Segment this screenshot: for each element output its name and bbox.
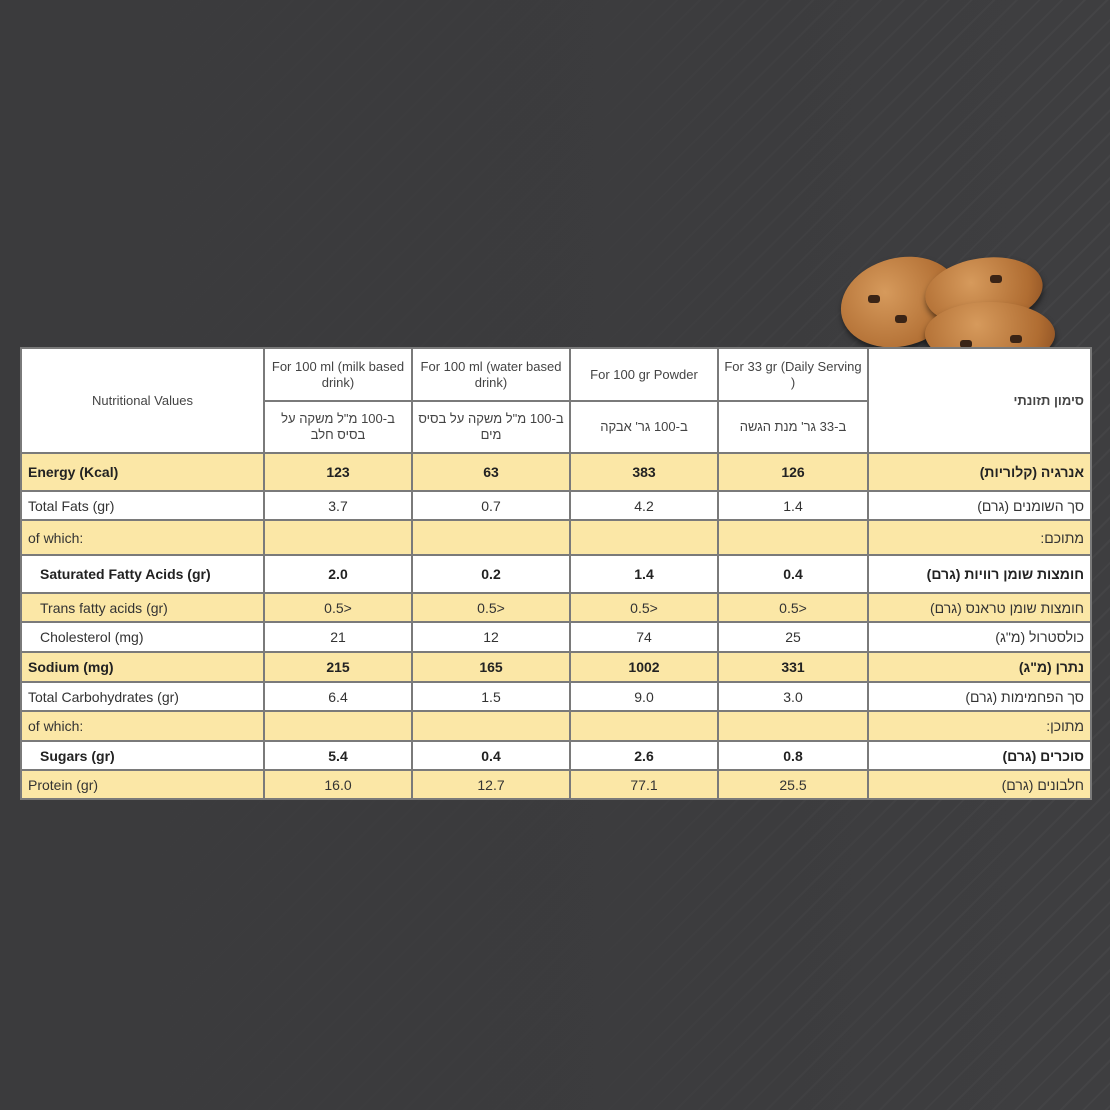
col-header-he: ב-33 גר' מנת הגשה (717, 400, 869, 454)
row-label-he: סך השומנים (גרם) (867, 490, 1092, 521)
row-value: 215 (263, 651, 413, 683)
row-value: 165 (411, 651, 571, 683)
row-value: 0.8 (717, 740, 869, 771)
hebrew-title: סימון תזונתי (867, 347, 1092, 454)
table-row: Protein (gr) 16.0 12.7 77.1 25.5 חלבונים (גרם… (20, 769, 1092, 800)
col-header-he: ב-100 גר' אבקה (569, 400, 719, 454)
row-value: 77.1 (569, 769, 719, 800)
row-value: 12.7 (411, 769, 571, 800)
table-row: Cholesterol (mg) 21 12 74 25 כולסטרול (מ"ג) (20, 621, 1092, 653)
table-row: Trans fatty acids (gr) 0.5> 0.5> 0.5> 0.5> חו… (20, 592, 1092, 623)
row-value: 1.5 (411, 681, 571, 712)
row-value: 331 (717, 651, 869, 683)
row-label-en: Total Carbohydrates (gr) (20, 681, 265, 712)
row-label-en: Protein (gr) (20, 769, 265, 800)
row-value: 0.5> (411, 592, 571, 623)
row-label-en: Sugars (gr) (20, 740, 265, 771)
row-label-en: Energy (Kcal) (20, 452, 265, 492)
row-value: 4.2 (569, 490, 719, 521)
row-value (263, 519, 413, 556)
row-value: 123 (263, 452, 413, 492)
row-value: 0.5> (569, 592, 719, 623)
row-value: 0.4 (411, 740, 571, 771)
row-label-he: כולסטרול (מ"ג) (867, 621, 1092, 653)
row-label-he: נתרן (מ"ג) (867, 651, 1092, 683)
row-label-he: חלבונים (גרם) (867, 769, 1092, 800)
row-label-en: Trans fatty acids (gr) (20, 592, 265, 623)
row-value (569, 519, 719, 556)
row-label-en: of which: (20, 519, 265, 556)
row-value: 2.0 (263, 554, 413, 594)
row-label-he: אנרגיה (קלוריות) (867, 452, 1092, 492)
english-title: Nutritional Values (20, 347, 265, 454)
table-row: Sugars (gr) 5.4 0.4 2.6 0.8 סוכרים (גרם) (20, 740, 1092, 771)
row-value: 21 (263, 621, 413, 653)
row-value: 1.4 (717, 490, 869, 521)
row-value: 383 (569, 452, 719, 492)
row-label-en: Sodium (mg) (20, 651, 265, 683)
row-value: 0.5> (263, 592, 413, 623)
row-label-he: חומצות שומן רוויות (גרם) (867, 554, 1092, 594)
row-value: 126 (717, 452, 869, 492)
row-label-he: חומצות שומן טראנס (גרם) (867, 592, 1092, 623)
row-value: 0.7 (411, 490, 571, 521)
row-value: 25 (717, 621, 869, 653)
row-label-he: סוכרים (גרם) (867, 740, 1092, 771)
col-header-en: For 33 gr (Daily Serving ) (717, 347, 869, 402)
table-row: Energy (Kcal) 123 63 383 126 אנרגיה (קלוריות) (20, 452, 1092, 492)
table-row: of which: מתוכם: (20, 519, 1092, 556)
row-value: 63 (411, 452, 571, 492)
row-value (717, 519, 869, 556)
row-value: 2.6 (569, 740, 719, 771)
row-value (717, 710, 869, 742)
row-value: 25.5 (717, 769, 869, 800)
row-value: 1.4 (569, 554, 719, 594)
row-label-en: Cholesterol (mg) (20, 621, 265, 653)
row-value: 3.0 (717, 681, 869, 712)
table-row: Total Fats (gr) 3.7 0.7 4.2 1.4 סך השומנים (ג… (20, 490, 1092, 521)
row-value: 6.4 (263, 681, 413, 712)
table-row: Total Carbohydrates (gr) 6.4 1.5 9.0 3.0 סך ה… (20, 681, 1092, 712)
table-row: Saturated Fatty Acids (gr) 2.0 0.2 1.4 0.4 חו… (20, 554, 1092, 594)
nutrition-table: Nutritional Values For 100 ml (milk base… (20, 347, 1092, 800)
row-value: 3.7 (263, 490, 413, 521)
col-header-he: ב-100 מ"ל משקה על בסיס חלב (263, 400, 413, 454)
row-value: 12 (411, 621, 571, 653)
row-value: 1002 (569, 651, 719, 683)
table-row: of which: מתוכן: (20, 710, 1092, 742)
row-label-en: Total Fats (gr) (20, 490, 265, 521)
row-label-he: מתוכם: (867, 519, 1092, 556)
row-value: 0.2 (411, 554, 571, 594)
row-label-en: Saturated Fatty Acids (gr) (20, 554, 265, 594)
row-value (411, 519, 571, 556)
row-value: 0.4 (717, 554, 869, 594)
col-header-en: For 100 ml (milk based drink) (263, 347, 413, 402)
table-row: Sodium (mg) 215 165 1002 331 נתרן (מ"ג) (20, 651, 1092, 683)
row-value: 5.4 (263, 740, 413, 771)
row-value: 9.0 (569, 681, 719, 712)
row-value (263, 710, 413, 742)
row-value (569, 710, 719, 742)
row-label-he: סך הפחמימות (גרם) (867, 681, 1092, 712)
col-header-en: For 100 ml (water based drink) (411, 347, 571, 402)
row-value (411, 710, 571, 742)
row-value: 0.5> (717, 592, 869, 623)
col-header-en: For 100 gr Powder (569, 347, 719, 402)
row-value: 74 (569, 621, 719, 653)
row-label-he: מתוכן: (867, 710, 1092, 742)
col-header-he: ב-100 מ"ל משקה על בסיס מים (411, 400, 571, 454)
row-label-en: of which: (20, 710, 265, 742)
row-value: 16.0 (263, 769, 413, 800)
